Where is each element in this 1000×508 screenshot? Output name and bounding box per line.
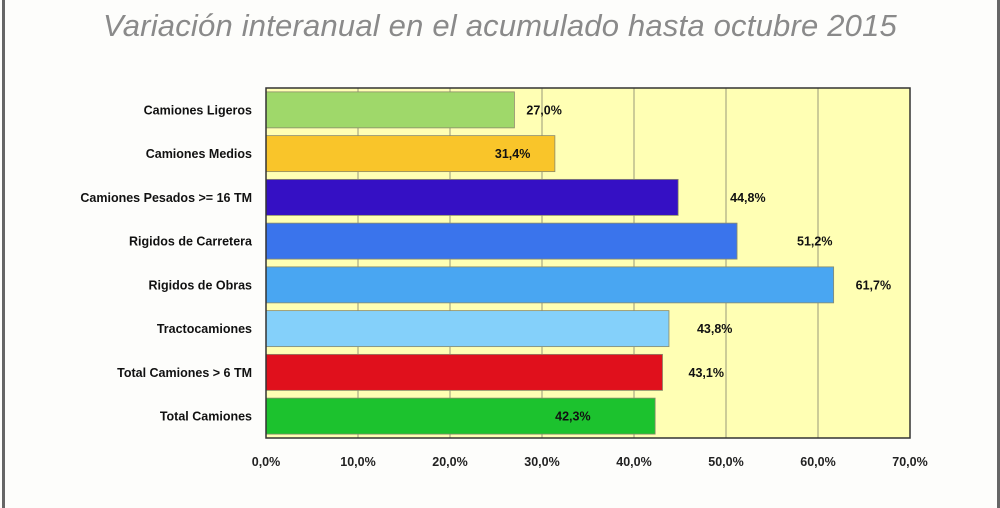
category-label: Camiones Medios xyxy=(146,147,252,161)
data-label: 61,7% xyxy=(856,278,891,292)
category-label: Total Camiones > 6 TM xyxy=(117,366,252,380)
x-tick-label: 20,0% xyxy=(432,455,467,469)
bar xyxy=(265,266,835,304)
data-label: 27,0% xyxy=(526,103,561,117)
data-label: 44,8% xyxy=(730,191,765,205)
bar xyxy=(265,91,515,129)
chart-title: Variación interanual en el acumulado has… xyxy=(103,8,897,43)
data-label: 51,2% xyxy=(797,235,832,249)
category-label: Camiones Pesados >= 16 TM xyxy=(80,191,252,205)
x-tick-label: 70,0% xyxy=(892,455,927,469)
x-tick-label: 60,0% xyxy=(800,455,835,469)
data-label: 43,1% xyxy=(689,366,724,380)
bar xyxy=(265,178,679,216)
plot-border xyxy=(265,87,911,439)
x-tick-label: 0,0% xyxy=(252,455,281,469)
x-tick-label: 30,0% xyxy=(524,455,559,469)
data-label: 42,3% xyxy=(555,410,590,424)
bar xyxy=(265,353,663,391)
data-label: 31,4% xyxy=(495,147,530,161)
bar xyxy=(265,310,670,348)
x-tick-label: 10,0% xyxy=(340,455,375,469)
bar xyxy=(265,135,556,173)
x-tick-label: 50,0% xyxy=(708,455,743,469)
category-label: Total Camiones xyxy=(160,410,252,424)
data-label: 43,8% xyxy=(697,322,732,336)
category-label: Rigidos de Carretera xyxy=(129,235,253,249)
category-label: Tractocamiones xyxy=(157,322,252,336)
bar xyxy=(265,397,656,435)
x-tick-label: 40,0% xyxy=(616,455,651,469)
bar xyxy=(265,222,738,260)
category-label: Camiones Ligeros xyxy=(144,103,252,117)
category-label: Rigidos de Obras xyxy=(149,278,253,292)
